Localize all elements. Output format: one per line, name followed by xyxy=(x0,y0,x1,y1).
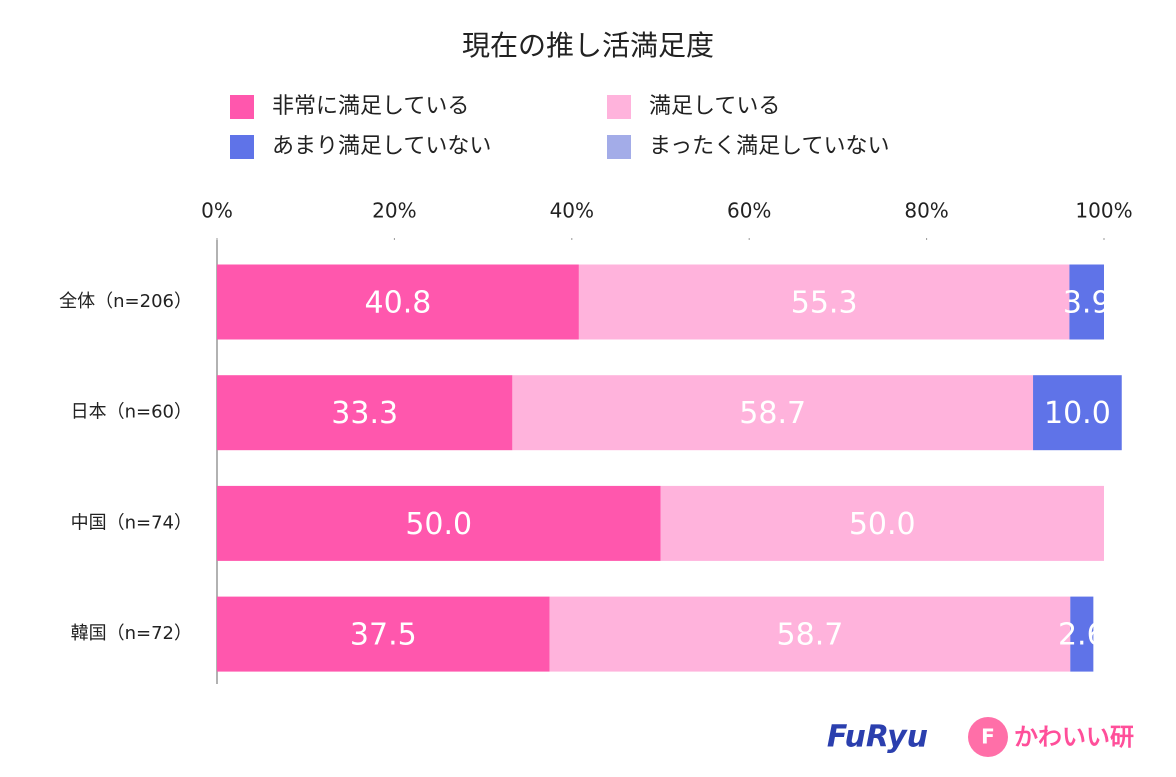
value-label: 50.0 xyxy=(405,507,472,542)
x-tick-label: 60% xyxy=(727,199,771,223)
logo-icon xyxy=(968,717,1008,757)
legend-label: あまり満足していない xyxy=(272,134,491,159)
legend-swatch xyxy=(607,95,631,119)
bar-segment xyxy=(1069,264,1104,340)
logo-kawaiiken: かわいい研 xyxy=(1014,723,1134,751)
logo-furyu: FuRyu xyxy=(827,720,928,755)
bar-segment xyxy=(217,375,513,451)
bar-segment xyxy=(217,596,550,672)
x-tick-label: 80% xyxy=(904,199,948,223)
x-tick-label: 40% xyxy=(550,199,594,223)
bar-segment xyxy=(512,375,1034,451)
value-label: 2.6 xyxy=(1058,618,1106,653)
value-label: 37.5 xyxy=(350,618,417,653)
y-tick-label: 日本（n=60） xyxy=(71,402,192,423)
bar-segment xyxy=(217,485,661,561)
legend-swatch xyxy=(607,135,631,159)
x-tick-label: 20% xyxy=(372,199,416,223)
legend-label: 満足している xyxy=(649,94,780,119)
value-label: 50.0 xyxy=(849,507,916,542)
legend-label: 非常に満足している xyxy=(272,94,469,119)
bar-segment xyxy=(1033,375,1122,451)
value-label: 10.0 xyxy=(1044,396,1111,431)
value-label: 58.7 xyxy=(777,618,844,653)
value-label: 33.3 xyxy=(331,396,398,431)
value-label: 58.7 xyxy=(739,396,806,431)
value-label: 40.8 xyxy=(365,286,432,321)
value-label: 3.9 xyxy=(1063,286,1111,321)
x-tick-label: 0% xyxy=(201,199,233,223)
bar-segment xyxy=(217,264,579,340)
y-tick-label: 韓国（n=72） xyxy=(71,623,192,644)
bar-segment xyxy=(549,596,1071,672)
bar-segment xyxy=(578,264,1070,340)
y-tick-label: 中国（n=74） xyxy=(71,512,192,533)
legend-swatch xyxy=(230,95,254,119)
chart-title: 現在の推し活満足度 xyxy=(462,29,714,62)
bar-segment xyxy=(660,485,1104,561)
value-label: 55.3 xyxy=(791,286,858,321)
x-tick-label: 100% xyxy=(1075,199,1132,223)
bar-segment xyxy=(1070,596,1094,672)
y-tick-label: 全体（n=206） xyxy=(59,291,192,312)
legend-label: まったく満足していない xyxy=(649,134,889,159)
legend-swatch xyxy=(230,135,254,159)
logo-letter: F xyxy=(981,725,995,749)
